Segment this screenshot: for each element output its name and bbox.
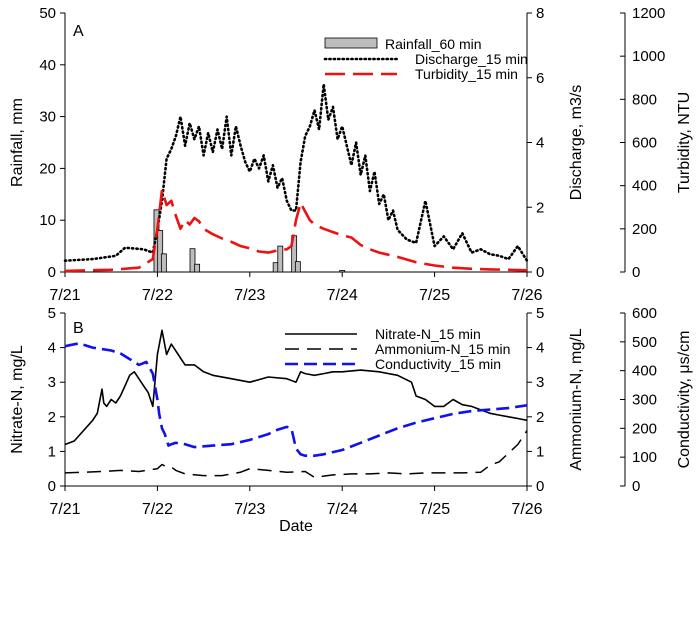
right-tick-label: 2	[536, 199, 544, 216]
panel-label: B	[73, 320, 84, 337]
rainfall-bar	[157, 230, 164, 273]
left-tick-label: 30	[39, 109, 56, 126]
left-tick-label: 4	[48, 340, 56, 357]
offset-tick-label: 500	[632, 334, 657, 351]
x-tick-label: 7/24	[327, 501, 358, 518]
rainfall-bar	[189, 248, 196, 273]
panel-label: A	[73, 23, 84, 40]
x-tick-label: 7/21	[49, 287, 80, 304]
left-tick-label: 1	[48, 443, 56, 460]
series-line-turbidity-15-min	[64, 188, 528, 273]
x-tick-label: 7/26	[511, 501, 542, 518]
offset-tick-label: 1000	[632, 48, 665, 65]
left-axis-title: Rainfall, mm	[9, 98, 26, 187]
offset-tick-label: 300	[632, 392, 657, 409]
offset-tick-label: 400	[632, 178, 657, 195]
legend-label: Conductivity_15 min	[375, 356, 501, 372]
offset-tick-label: 400	[632, 363, 657, 380]
legend-swatch	[324, 37, 378, 49]
legend-label: Ammonium-N_15 min	[375, 341, 510, 357]
rainfall-bar	[277, 245, 284, 273]
right-tick-label: 6	[536, 70, 544, 87]
rainfall-bar	[160, 253, 167, 273]
offset-tick-label: 0	[632, 264, 640, 281]
offset-tick-label: 200	[632, 221, 657, 238]
left-tick-label: 50	[39, 5, 56, 22]
right-tick-label: 0	[536, 264, 544, 281]
x-axis-title: Date	[279, 518, 313, 535]
left-tick-label: 5	[48, 305, 56, 322]
x-tick-label: 7/26	[511, 287, 542, 304]
right-tick-label: 0	[536, 478, 544, 495]
offset-tick-label: 0	[632, 478, 640, 495]
legend-label: Turbidity_15 min	[415, 66, 518, 82]
left-tick-label: 0	[48, 478, 56, 495]
left-tick-label: 40	[39, 57, 56, 74]
offset-axis-title: Conductivity, μs/cm	[676, 331, 693, 469]
offset-tick-label: 600	[632, 135, 657, 152]
offset-tick-label: 600	[632, 305, 657, 322]
left-tick-label: 2	[48, 409, 56, 426]
x-tick-label: 7/22	[142, 501, 173, 518]
x-tick-label: 7/25	[419, 287, 450, 304]
right-axis-title: Discharge, m3/s	[568, 85, 585, 201]
legend-label: Discharge_15 min	[415, 51, 528, 67]
legend-label: Rainfall_60 min	[385, 36, 482, 52]
right-tick-label: 3	[536, 374, 544, 391]
series-line-ammonium-n-15-min	[64, 430, 528, 479]
x-tick-label: 7/22	[142, 287, 173, 304]
series-line-conductivity-15-min	[64, 342, 528, 457]
x-tick-label: 7/23	[234, 287, 265, 304]
x-tick-label: 7/21	[49, 501, 80, 518]
offset-tick-label: 100	[632, 449, 657, 466]
right-axis-title: Ammonium-N, mg/L	[568, 328, 585, 470]
right-tick-label: 5	[536, 305, 544, 322]
right-tick-label: 4	[536, 340, 544, 357]
legend-label: Nitrate-N_15 min	[375, 326, 481, 342]
left-tick-label: 10	[39, 212, 56, 229]
right-tick-label: 1	[536, 443, 544, 460]
left-tick-label: 20	[39, 160, 56, 177]
offset-axis-title: Turbidity, NTU	[676, 92, 693, 193]
series-line-nitrate-n-15-min	[64, 329, 528, 446]
series-line-discharge-15-min	[63, 82, 529, 262]
right-tick-label: 4	[536, 135, 544, 152]
rainfall-bar	[194, 263, 201, 273]
right-tick-label: 8	[536, 5, 544, 22]
x-tick-label: 7/24	[327, 287, 358, 304]
rainfall-bar	[339, 270, 346, 273]
x-tick-label: 7/23	[234, 501, 265, 518]
left-tick-label: 0	[48, 264, 56, 281]
right-tick-label: 2	[536, 409, 544, 426]
x-tick-label: 7/25	[419, 501, 450, 518]
left-axis-title: Nitrate-N, mg/L	[9, 345, 26, 454]
rainfall-bar	[294, 261, 301, 273]
offset-tick-label: 200	[632, 420, 657, 437]
offset-tick-label: 1200	[632, 5, 665, 22]
offset-tick-label: 800	[632, 91, 657, 108]
left-tick-label: 3	[48, 374, 56, 391]
